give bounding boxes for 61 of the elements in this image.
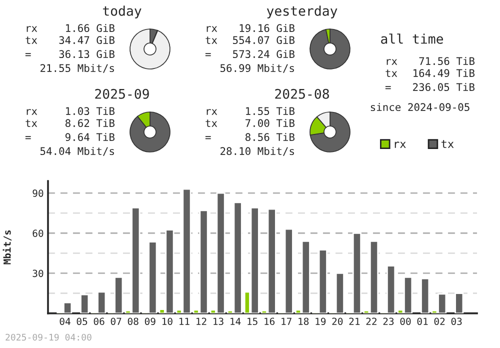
x-tick-label: 00 [400,318,411,326]
x-tick-label: 02 [434,318,445,326]
legend-label: rx [394,142,406,148]
x-tick-label: 08 [128,318,138,326]
chart-title: 2025-09 [95,88,149,99]
x-tick-label: 12 [196,318,206,325]
x-tick-label: 23 [383,318,394,326]
x-tick-label: 18 [298,318,309,326]
donut-slice [130,112,170,152]
donut-slice [310,28,350,70]
text: = 8.56 TiB [205,132,295,142]
text: rx 19.16 GiB [206,24,295,32]
x-tick-label: 07 [110,318,122,326]
chart-title: yesterday [266,6,338,18]
y-axis-title: Mbit/s [2,230,12,264]
y-tick-label: 90 [32,190,44,197]
x-tick-label: 11 [180,318,190,325]
text: = 36.13 GiB [25,50,115,58]
text: = 9.64 TiB [25,132,115,142]
x-tick-label: 01 [417,318,428,326]
text: = 236.05 TiB [385,82,475,92]
text: tx 7.00 TiB [206,118,295,128]
x-tick-label: 21 [349,318,360,325]
x-tick-label: 09 [144,318,156,326]
x-tick-label: 03 [451,318,462,326]
donut-slice [310,112,350,152]
text: 54.04 Mbit/s [40,146,114,156]
x-tick-label: 20 [332,318,343,326]
text: tx 164.49 TiB [386,68,475,78]
text: = 573.24 GiB [205,50,295,58]
text: 28.10 Mbit/s [220,146,294,156]
text: rx 1.66 GiB [26,24,115,32]
legend-label: tx [441,140,454,148]
chart-title: today [102,6,142,18]
bar [454,292,464,314]
donut-slice [130,28,170,70]
x-tick-label: 14 [230,318,241,325]
text: 56.99 Mbit/s [220,64,294,73]
chart-title: 2025-08 [275,88,329,99]
x-tick-label: 22 [366,318,376,325]
text: tx 8.62 TiB [26,118,115,128]
y-tick-label: 60 [32,230,44,237]
text: rx 1.55 TiB [206,106,295,116]
x-tick-label: 05 [76,318,88,326]
text: 21.55 Mbit/s [40,64,114,73]
text: all time [381,34,443,44]
text: rx 71.56 TiB [386,56,475,66]
x-tick-label: 06 [94,318,104,326]
x-tick-label: 16 [264,318,275,326]
text: rx 1.03 TiB [26,106,115,116]
x-tick-label: 17 [282,318,292,325]
x-tick-label: 13 [214,318,224,326]
text: since 2024-09-05 [370,102,470,112]
y-tick-label: 30 [32,270,44,278]
x-tick-label: 19 [316,318,326,326]
x-tick-label: 15 [248,318,258,326]
x-tick-label: 10 [162,318,172,326]
text: tx 554.07 GiB [206,36,295,44]
text: tx 34.47 GiB [26,36,115,44]
text: 2025-09-19 04:00 [6,334,92,341]
x-tick-label: 04 [60,318,70,326]
